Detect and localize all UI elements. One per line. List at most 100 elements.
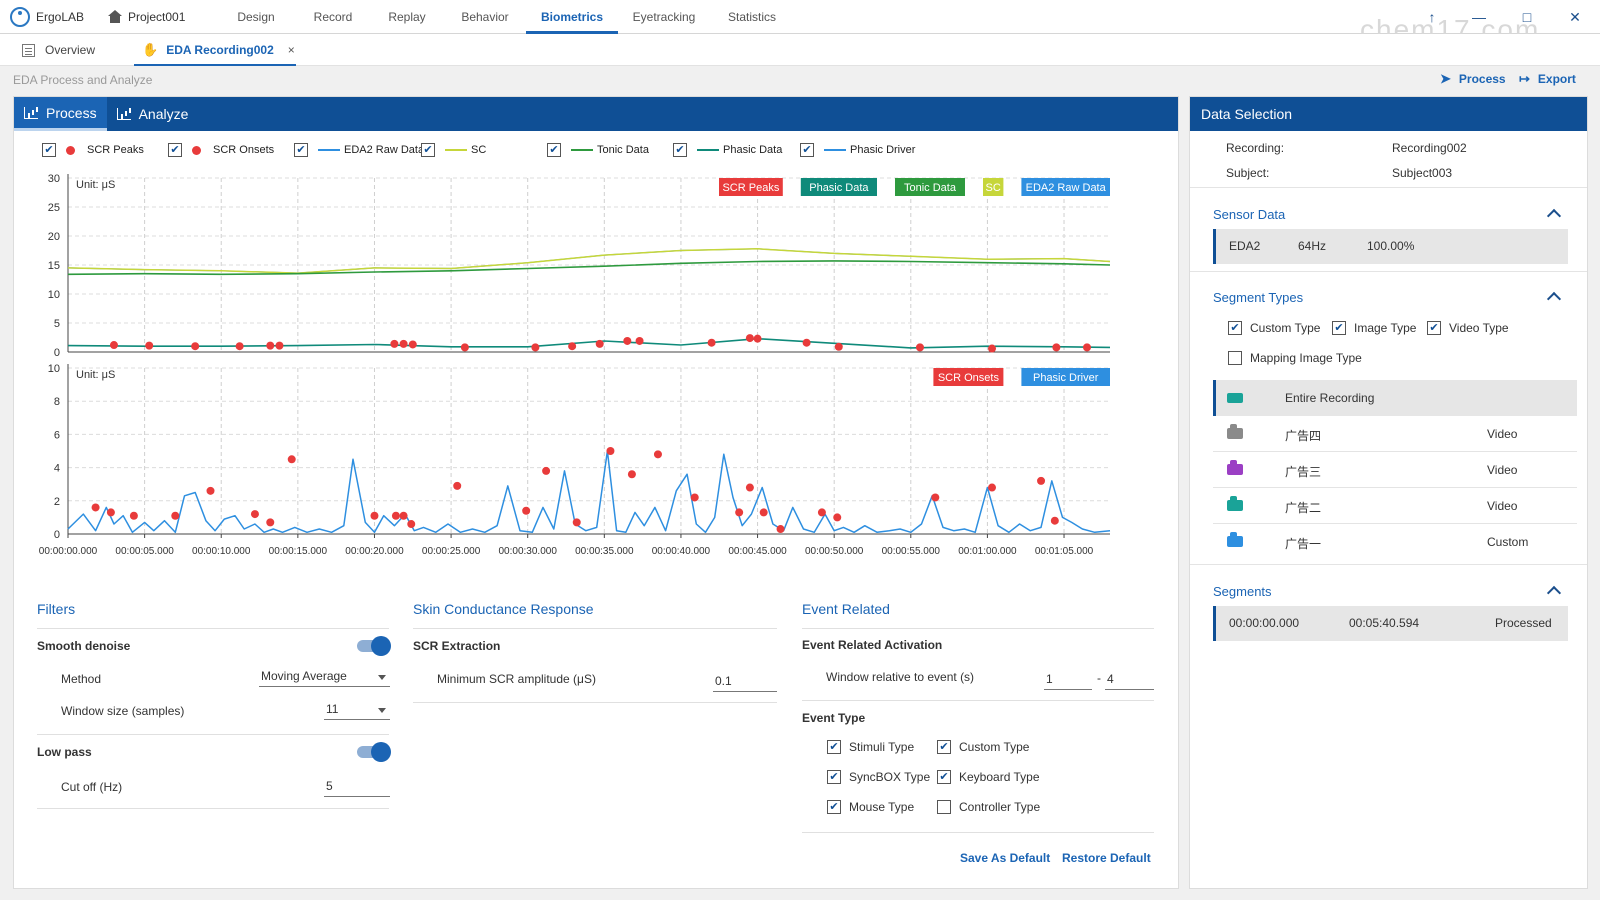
smooth-denoise-toggle[interactable]	[357, 636, 391, 656]
window-to-input[interactable]: 4	[1105, 672, 1154, 690]
cutoff-input[interactable]: 5	[324, 779, 390, 797]
pin-icon[interactable]: ↑	[1428, 9, 1436, 25]
checkbox[interactable]	[1228, 351, 1242, 365]
divider	[802, 832, 1154, 833]
mouse-type-checkbox[interactable]: Mouse Type	[827, 800, 914, 814]
tab-biometrics[interactable]: Biometrics	[526, 0, 618, 34]
legend-checkbox[interactable]	[294, 143, 308, 157]
unit-label: Unit: μS	[76, 369, 115, 381]
legend-scr-onsets[interactable]: SCR Onsets	[168, 143, 274, 157]
export-button[interactable]: ↦ Export	[1519, 71, 1576, 87]
x-tick-label: 00:01:00.000	[958, 546, 1017, 557]
segment-row[interactable]: 广告四 Video	[1213, 416, 1577, 452]
scr-onset-point	[776, 525, 785, 534]
checkbox[interactable]	[937, 800, 951, 814]
tab-design[interactable]: Design	[237, 9, 275, 24]
y-tick-label: 0	[54, 347, 60, 359]
tab-eyetracking[interactable]: Eyetracking	[632, 9, 696, 24]
segtype-image-checkbox[interactable]: Image Type	[1332, 321, 1416, 335]
scr-peak-point	[390, 339, 399, 348]
segment-row[interactable]: 广告三 Video	[1213, 452, 1577, 488]
y-tick-label: 4	[54, 463, 60, 475]
scr-onset-point	[759, 508, 768, 517]
scr-onset-point	[206, 486, 215, 495]
brand[interactable]: ErgoLAB	[0, 6, 108, 27]
tab-behavior[interactable]: Behavior	[461, 9, 509, 24]
stimuli-type-checkbox[interactable]: Stimuli Type	[827, 740, 914, 754]
legend-checkbox[interactable]	[168, 143, 182, 157]
dot-marker-icon	[66, 145, 75, 155]
segment-row[interactable]: 广告一 Custom	[1213, 524, 1577, 560]
tab-record[interactable]: Record	[313, 9, 353, 24]
scr-onset-point	[391, 511, 400, 520]
segment-name: 广告三	[1285, 465, 1322, 479]
segment-start: 00:00:00.000	[1229, 616, 1300, 630]
tab-statistics[interactable]: Statistics	[727, 9, 776, 24]
checkbox[interactable]	[937, 770, 951, 784]
segtype-custom-checkbox[interactable]: Custom Type	[1228, 321, 1320, 335]
legend-checkbox[interactable]	[800, 143, 814, 157]
series-tag-bg	[719, 178, 783, 196]
legend-checkbox[interactable]	[421, 143, 435, 157]
window-from-input[interactable]: 1	[1044, 672, 1092, 690]
legend-eda2-raw[interactable]: EDA2 Raw Data	[294, 143, 424, 157]
legend-checkbox[interactable]	[547, 143, 561, 157]
window-size-select[interactable]: 11	[324, 702, 390, 720]
chevron-up-icon[interactable]	[1546, 585, 1562, 601]
checkbox[interactable]	[827, 740, 841, 754]
segment-time-row[interactable]: 00:00:00.000 00:05:40.594 Processed	[1213, 606, 1568, 641]
segment-camera-icon	[1227, 496, 1243, 511]
legend-phasic-driver[interactable]: Phasic Driver	[800, 143, 915, 157]
scr-peak-point	[460, 343, 469, 352]
custom-type-checkbox[interactable]: Custom Type	[937, 740, 1029, 754]
y-tick-label: 20	[48, 231, 60, 243]
close-tab-icon[interactable]: ×	[287, 43, 295, 57]
controller-type-checkbox[interactable]: Controller Type	[937, 800, 1040, 814]
checkbox[interactable]	[827, 770, 841, 784]
subtab-overview[interactable]: Overview	[22, 34, 134, 66]
window-relative-label: Window relative to event (s)	[826, 670, 975, 684]
checkbox[interactable]	[1228, 321, 1242, 335]
line-swatch-icon	[445, 149, 467, 151]
legend-checkbox[interactable]	[42, 143, 56, 157]
segtype-mapping-checkbox[interactable]: Mapping Image Type	[1228, 351, 1362, 365]
scr-onset-point	[627, 470, 636, 479]
checkbox[interactable]	[827, 800, 841, 814]
method-select[interactable]: Moving Average	[259, 669, 390, 687]
subtab-eda-recording[interactable]: ✋ EDA Recording002 ×	[134, 34, 296, 66]
segment-row[interactable]: 广告二 Video	[1213, 488, 1577, 524]
chevron-up-icon[interactable]	[1546, 208, 1562, 224]
legend-sc[interactable]: SC	[421, 143, 486, 157]
legend-tonic[interactable]: Tonic Data	[547, 143, 649, 157]
chevron-up-icon[interactable]	[1546, 291, 1562, 307]
tab-replay[interactable]: Replay	[388, 9, 426, 24]
legend-scr-peaks[interactable]: SCR Peaks	[42, 143, 144, 157]
process-button[interactable]: ➤ Process	[1440, 71, 1506, 87]
maximize-icon[interactable]: □	[1522, 9, 1532, 25]
close-icon[interactable]: ✕	[1569, 8, 1581, 25]
subject-label: Subject:	[1226, 166, 1270, 180]
scr-onset-point	[91, 503, 100, 512]
legend-checkbox[interactable]	[673, 143, 687, 157]
save-as-default-button[interactable]: Save As Default	[960, 851, 1051, 865]
project-button[interactable]: Project001	[108, 10, 216, 24]
tab-process[interactable]: Process	[14, 97, 107, 131]
checkbox[interactable]	[937, 740, 951, 754]
min-amplitude-input[interactable]: 0.1	[713, 674, 777, 692]
segtype-video-checkbox[interactable]: Video Type	[1427, 321, 1509, 335]
syncbox-type-checkbox[interactable]: SyncBOX Type	[827, 770, 930, 784]
series-tag-bg	[895, 178, 965, 196]
segment-row-selected[interactable]: Entire Recording	[1213, 380, 1577, 416]
checkbox[interactable]	[1332, 321, 1346, 335]
restore-default-button[interactable]: Restore Default	[1062, 851, 1151, 865]
checkbox-label: Mapping Image Type	[1250, 351, 1362, 365]
minimize-icon[interactable]: —	[1472, 9, 1486, 25]
keyboard-type-checkbox[interactable]: Keyboard Type	[937, 770, 1040, 784]
scr-onset-point	[606, 447, 615, 455]
sensor-row[interactable]: EDA2 64Hz 100.00%	[1213, 229, 1568, 264]
tab-analyze[interactable]: Analyze	[107, 97, 199, 131]
legend-phasic[interactable]: Phasic Data	[673, 143, 782, 157]
low-pass-toggle[interactable]	[357, 742, 391, 762]
checkbox[interactable]	[1427, 321, 1441, 335]
